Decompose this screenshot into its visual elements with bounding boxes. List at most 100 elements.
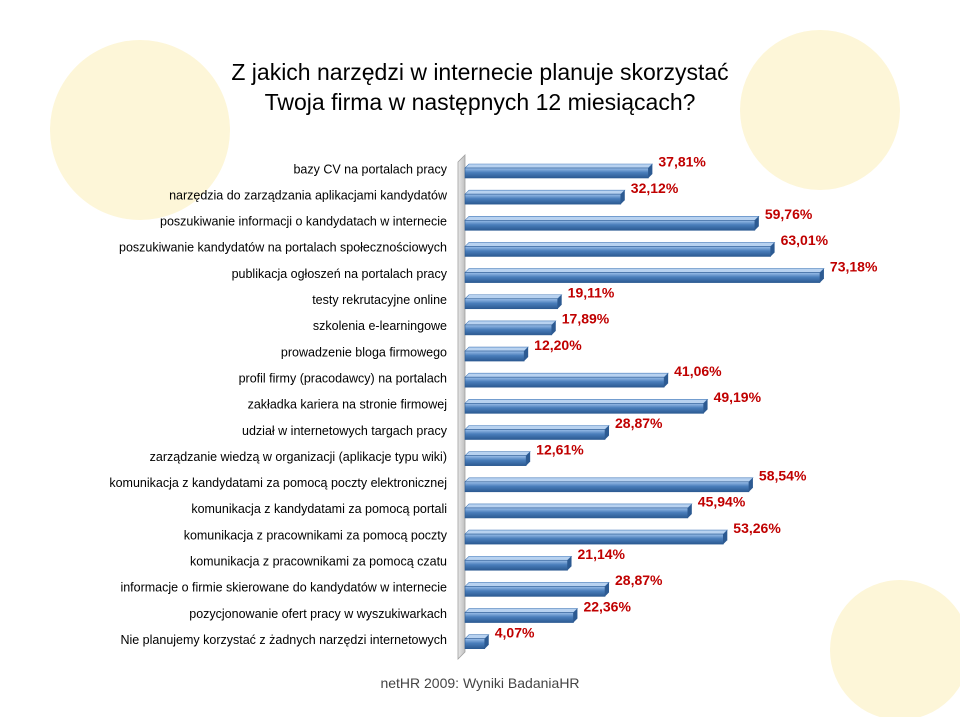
bar-end: [620, 190, 625, 205]
bar: [464, 634, 490, 650]
bar-front: [464, 638, 486, 650]
y-tick-label: pozycjonowanie ofert pracy w wyszukiwark…: [189, 607, 447, 621]
bar-top: [464, 425, 610, 430]
y-tick-label: profil firmy (pracodawcy) na portalach: [239, 371, 447, 385]
bar: [464, 294, 563, 310]
bar: [464, 503, 693, 519]
bar-top: [464, 399, 709, 404]
bar: [464, 555, 573, 571]
bar-end: [551, 320, 556, 335]
bar: [464, 346, 529, 362]
bar-end: [754, 216, 759, 231]
bar-end: [723, 530, 728, 545]
y-tick-label: komunikacja z pracownikami za pomocą cza…: [190, 555, 447, 569]
bar-front: [464, 612, 574, 623]
value-label: 58,54%: [759, 468, 807, 484]
bar-front: [464, 403, 704, 414]
bar: [464, 320, 557, 336]
bar: [464, 477, 754, 493]
y-tick-label: informacje o firmie skierowane do kandyd…: [120, 581, 447, 595]
value-label: 12,20%: [534, 337, 582, 353]
bar-top: [464, 163, 654, 169]
decor: [740, 30, 900, 190]
bar-front: [464, 376, 665, 388]
value-label: 59,76%: [765, 206, 813, 222]
bar: [464, 242, 776, 257]
source: netHR 2009: Wyniki BadaniaHR: [380, 675, 579, 691]
bar-end: [484, 634, 489, 649]
bar: [464, 608, 579, 623]
bar-front: [464, 586, 606, 597]
bar: [464, 582, 610, 597]
y-tick-label: testy rekrutacyjne online: [312, 293, 447, 307]
value-label: 19,11%: [568, 284, 615, 300]
bar-end: [819, 268, 824, 283]
bar-top: [464, 320, 557, 326]
bar-front: [464, 533, 724, 545]
bar-end: [703, 399, 708, 414]
bar-top: [464, 529, 729, 535]
y-tick-label: komunikacja z kandydatami za pomocą port…: [191, 502, 447, 516]
bar-front: [464, 350, 525, 362]
bar-end: [557, 294, 562, 309]
bar: [464, 268, 825, 283]
value-label: 17,89%: [562, 311, 610, 327]
bar-top: [464, 346, 529, 352]
value-label: 21,14%: [578, 546, 626, 562]
bar-end: [573, 608, 578, 623]
bar-end: [748, 477, 753, 492]
y-tick-label: poszukiwanie informacji o kandydatach w …: [160, 215, 447, 229]
value-label: 49,19%: [714, 389, 762, 405]
y-tick-label: szkolenia e-learningowe: [313, 319, 447, 333]
bar-end: [605, 425, 610, 440]
value-label: 41,06%: [674, 363, 722, 379]
value-label: 63,01%: [781, 232, 829, 248]
bar: [464, 216, 760, 231]
bar-end: [567, 556, 572, 571]
bar-top: [464, 294, 563, 300]
bar-front: [464, 324, 553, 336]
bar-top: [464, 555, 573, 561]
decor: [50, 40, 230, 220]
decor: [830, 580, 960, 717]
y-tick-label: udział w internetowych targach pracy: [242, 424, 448, 438]
bar: [464, 189, 626, 205]
bar-front: [464, 481, 750, 493]
bar-top: [464, 634, 490, 640]
bar-front: [464, 272, 821, 283]
axis-wall: [457, 154, 466, 660]
value-label: 4,07%: [495, 624, 535, 640]
y-tick-label: prowadzenie bloga firmowego: [281, 345, 447, 359]
value-label: 32,12%: [631, 180, 679, 196]
bar-end: [605, 582, 610, 597]
bar-front: [464, 298, 558, 310]
bar-top: [464, 242, 776, 247]
bar-front: [464, 220, 756, 231]
y-tick-label: publikacja ogłoszeń na portalach pracy: [232, 267, 448, 281]
bar: [464, 451, 531, 466]
bar-top: [464, 451, 531, 456]
y-tick-label: zakładka kariera na stronie firmowej: [248, 398, 447, 412]
value-label: 37,81%: [658, 154, 706, 170]
bar-front: [464, 246, 771, 257]
bar: [464, 529, 729, 545]
bar-top: [464, 372, 669, 378]
bar-end: [664, 373, 669, 388]
bar-front: [464, 559, 568, 571]
bar: [464, 372, 669, 388]
y-tick-label: komunikacja z kandydatami za pomocą pocz…: [109, 476, 447, 490]
bar-top: [464, 503, 693, 509]
bar-top: [464, 189, 626, 195]
value-label: 73,18%: [830, 258, 878, 274]
bar: [464, 425, 610, 440]
bar-front: [464, 167, 649, 179]
y-tick-label: Nie planujemy korzystać z żadnych narzęd…: [120, 633, 447, 647]
y-tick-label: bazy CV na portalach pracy: [293, 162, 447, 176]
y-tick-label: zarządzanie wiedzą w organizacji (aplika…: [150, 450, 447, 464]
value-label: 28,87%: [615, 415, 663, 431]
bar-end: [648, 164, 653, 178]
bar-front: [464, 193, 622, 205]
bar-top: [464, 216, 760, 221]
bar-end: [770, 242, 775, 257]
